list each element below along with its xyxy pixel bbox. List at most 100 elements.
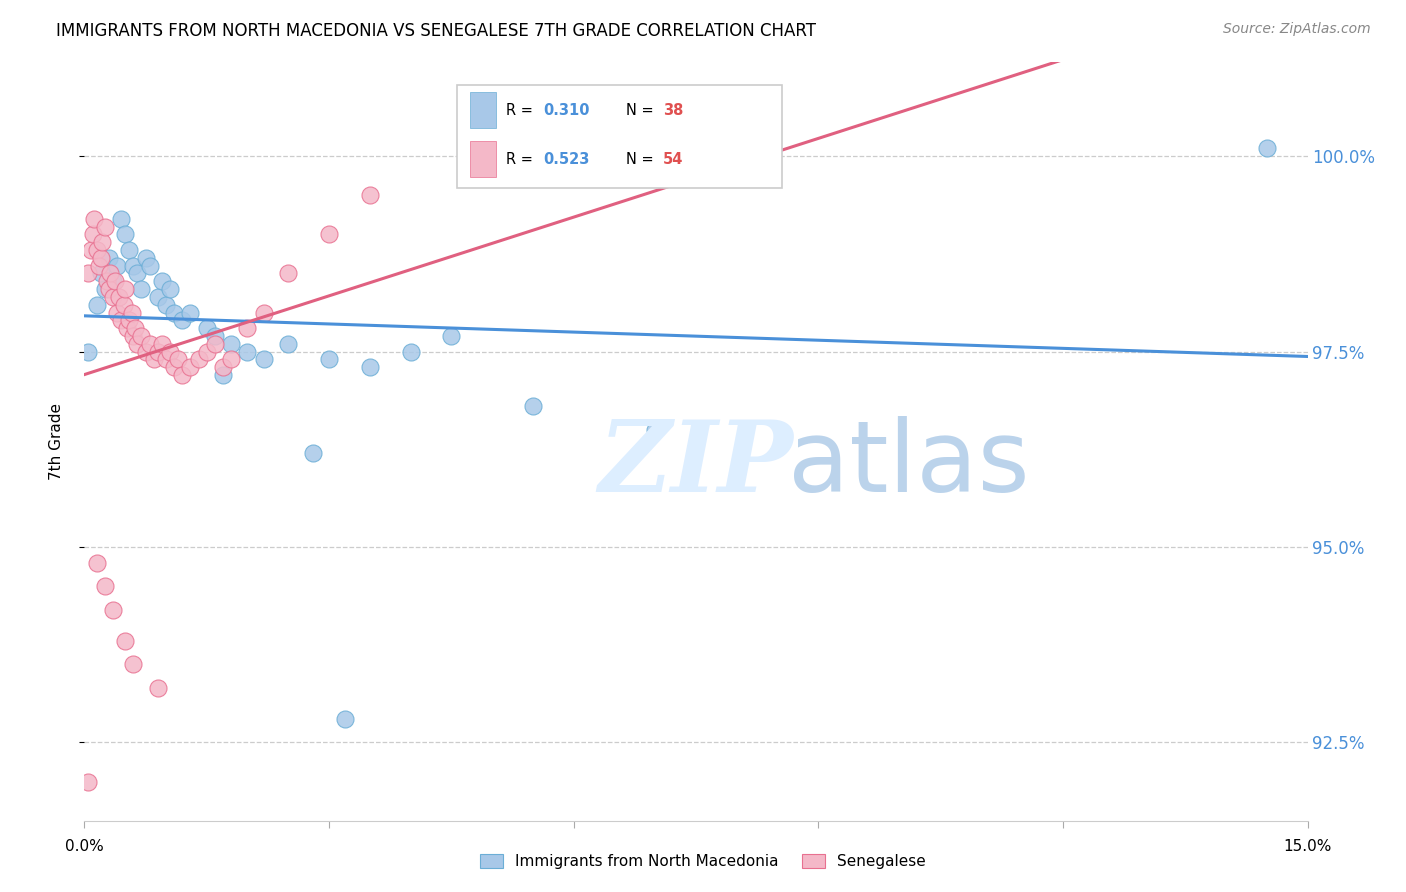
Point bbox=[93, 579, 115, 593]
Point bbox=[522, 400, 544, 414]
Point bbox=[131, 282, 153, 296]
Point bbox=[97, 251, 120, 265]
Text: IMMIGRANTS FROM NORTH MACEDONIA VS SENEGALESE 7TH GRADE CORRELATION CHART: IMMIGRANTS FROM NORTH MACEDONIA VS SENEG… bbox=[56, 22, 817, 40]
Point bbox=[122, 329, 145, 343]
Text: atlas: atlas bbox=[787, 416, 1029, 513]
Point bbox=[142, 352, 165, 367]
Point bbox=[219, 352, 242, 367]
Point bbox=[301, 446, 323, 460]
Point bbox=[127, 267, 149, 281]
Point bbox=[253, 352, 276, 367]
Point bbox=[131, 329, 153, 343]
Point bbox=[195, 321, 218, 335]
Point bbox=[86, 556, 108, 570]
Point bbox=[122, 259, 145, 273]
Point bbox=[86, 243, 108, 257]
Point bbox=[219, 336, 242, 351]
Point bbox=[146, 344, 169, 359]
Point bbox=[101, 602, 124, 616]
Point bbox=[96, 274, 118, 288]
Legend: Immigrants from North Macedonia, Senegalese: Immigrants from North Macedonia, Senegal… bbox=[474, 848, 932, 875]
Point bbox=[104, 274, 127, 288]
Point bbox=[77, 267, 100, 281]
Point bbox=[179, 360, 201, 375]
Point bbox=[82, 227, 104, 242]
Point bbox=[90, 251, 112, 265]
Point bbox=[159, 282, 181, 296]
Point bbox=[110, 313, 132, 327]
Point bbox=[167, 352, 190, 367]
Point bbox=[146, 290, 169, 304]
Point bbox=[101, 274, 124, 288]
Point bbox=[399, 344, 422, 359]
Point bbox=[93, 219, 115, 234]
Point bbox=[77, 344, 100, 359]
Text: Source: ZipAtlas.com: Source: ZipAtlas.com bbox=[1223, 22, 1371, 37]
Point bbox=[105, 259, 128, 273]
Point bbox=[277, 336, 299, 351]
Point bbox=[440, 329, 463, 343]
Point bbox=[110, 211, 132, 226]
Point bbox=[318, 352, 340, 367]
Point bbox=[204, 336, 226, 351]
Point bbox=[163, 360, 186, 375]
Point bbox=[253, 305, 276, 319]
Point bbox=[1256, 141, 1278, 155]
Point bbox=[91, 235, 114, 250]
Point bbox=[155, 352, 177, 367]
Point bbox=[359, 188, 381, 202]
Point bbox=[83, 211, 105, 226]
Point bbox=[335, 712, 357, 726]
Point bbox=[101, 290, 124, 304]
Point bbox=[195, 344, 218, 359]
Point bbox=[107, 290, 129, 304]
Point bbox=[212, 368, 235, 383]
Point bbox=[115, 321, 138, 335]
Point bbox=[159, 344, 181, 359]
Point bbox=[644, 423, 666, 437]
Point bbox=[118, 243, 141, 257]
Point bbox=[138, 259, 160, 273]
Point bbox=[236, 344, 259, 359]
Point bbox=[80, 243, 103, 257]
Point bbox=[114, 633, 136, 648]
Point bbox=[204, 329, 226, 343]
Point bbox=[124, 321, 146, 335]
Text: ZIP: ZIP bbox=[598, 416, 793, 513]
Point bbox=[77, 774, 100, 789]
Point bbox=[122, 657, 145, 672]
Text: 15.0%: 15.0% bbox=[1284, 839, 1331, 855]
Point bbox=[100, 267, 122, 281]
Point bbox=[97, 282, 120, 296]
Point bbox=[163, 305, 186, 319]
Y-axis label: 7th Grade: 7th Grade bbox=[49, 403, 63, 480]
Point bbox=[135, 344, 157, 359]
Point bbox=[135, 251, 157, 265]
Point bbox=[318, 227, 340, 242]
Point bbox=[172, 313, 194, 327]
Point bbox=[150, 336, 173, 351]
Point bbox=[86, 298, 108, 312]
Point bbox=[179, 305, 201, 319]
Text: 0.0%: 0.0% bbox=[65, 839, 104, 855]
Point bbox=[121, 305, 143, 319]
Point bbox=[105, 305, 128, 319]
Point bbox=[277, 267, 299, 281]
Point bbox=[172, 368, 194, 383]
Point bbox=[127, 336, 149, 351]
Point bbox=[359, 360, 381, 375]
Point bbox=[90, 267, 112, 281]
Point bbox=[138, 336, 160, 351]
Point bbox=[236, 321, 259, 335]
Point bbox=[114, 282, 136, 296]
Point bbox=[146, 681, 169, 695]
Point bbox=[114, 227, 136, 242]
Point bbox=[87, 259, 110, 273]
Point bbox=[212, 360, 235, 375]
Point bbox=[93, 282, 115, 296]
Point bbox=[187, 352, 209, 367]
Point bbox=[155, 298, 177, 312]
Point bbox=[112, 298, 135, 312]
Point bbox=[118, 313, 141, 327]
Point bbox=[150, 274, 173, 288]
